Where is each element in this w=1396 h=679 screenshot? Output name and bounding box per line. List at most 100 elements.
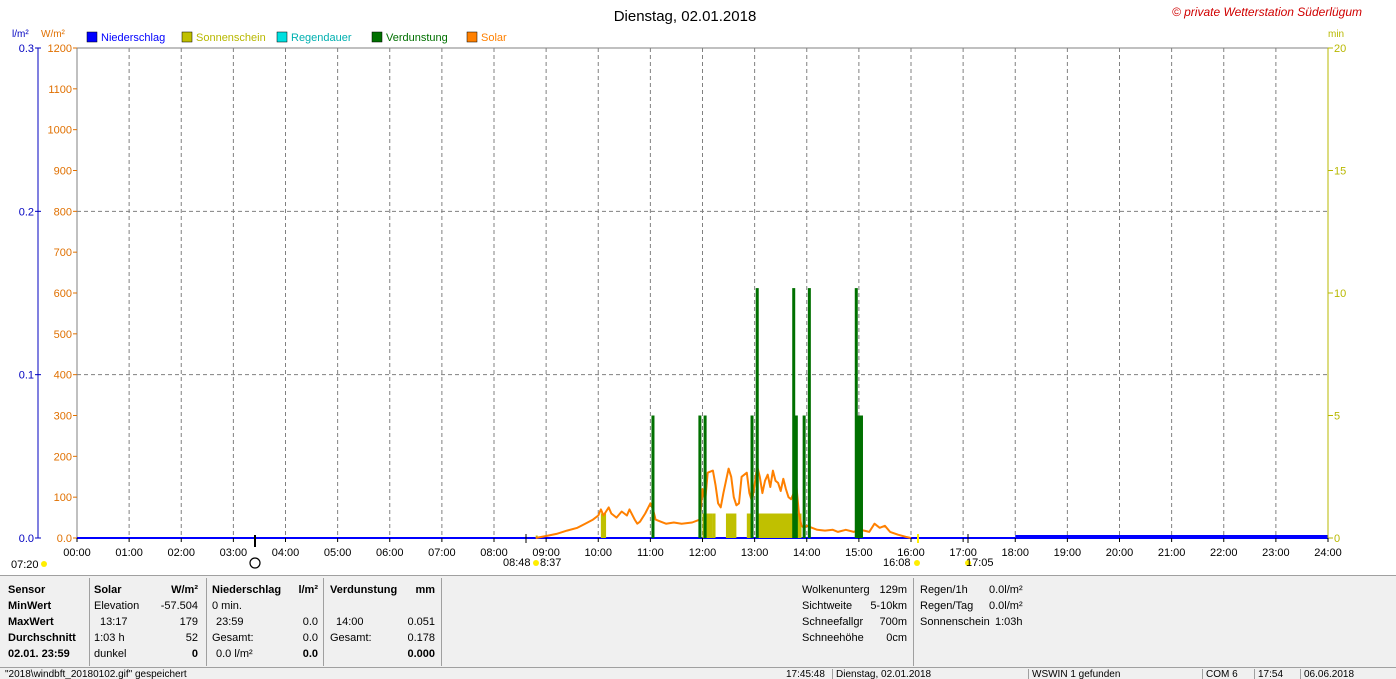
sonnenschein-bar xyxy=(600,513,607,538)
left-axis-2-tick-label: 800 xyxy=(54,206,72,218)
left-axis-2-tick-label: 400 xyxy=(54,370,72,382)
x-axis-tick-label: 20:00 xyxy=(1106,547,1134,559)
x-axis-tick-label: 15:00 xyxy=(845,547,873,559)
x-axis-tick-label: 07:00 xyxy=(428,547,456,559)
solar-max-value: 179 xyxy=(179,616,198,628)
x-axis-tick-label: 08:00 xyxy=(480,547,508,559)
time-a-icon xyxy=(965,560,971,566)
legend-label-regendauer: Regendauer xyxy=(291,32,352,44)
verdunstung-max-value: 0.051 xyxy=(407,616,435,628)
schneehoehe-value: 0cm xyxy=(886,632,907,644)
x-axis-tick-label: 09:00 xyxy=(532,547,560,559)
verdunstung-gesamt-label: Gesamt: xyxy=(330,632,372,644)
x-axis-tick-label: 21:00 xyxy=(1158,547,1186,559)
legend: Niederschlag Sonnenschein Regendauer Verdun… xyxy=(86,31,507,44)
niederschlag-header: Niederschlag xyxy=(212,584,282,596)
x-axis-tick-label: 11:00 xyxy=(637,547,664,559)
partial-time-label: 8:37 xyxy=(540,557,561,569)
status-wswin: WSWIN 1 gefunden xyxy=(1028,669,1120,679)
verdunstung-max-time: 14:00 xyxy=(336,616,364,628)
verdunstung-bar xyxy=(802,415,806,538)
x-axis-tick-label: 23:00 xyxy=(1262,547,1290,559)
legend-label-solar: Solar xyxy=(481,32,507,44)
status-date: Dienstag, 02.01.2018 xyxy=(832,669,931,679)
verdunstung-gesamt-value: 0.178 xyxy=(407,632,435,644)
left-axis-1-tick-label: 0.0 xyxy=(19,533,34,545)
niederschlag-gesamt-value: 0.0 xyxy=(302,632,318,644)
sonnenschein-bar xyxy=(712,513,716,538)
left-axis-2-tick-label: 300 xyxy=(54,411,72,423)
x-axis-tick-label: 19:00 xyxy=(1054,547,1082,559)
sonnenschein-bar xyxy=(535,535,538,538)
left-axis-2-tick-label: 700 xyxy=(54,247,72,259)
chart-title: Dienstag, 02.01.2018 xyxy=(614,8,757,25)
x-axis-tick-label: 06:00 xyxy=(376,547,404,559)
sonnenschein-bar xyxy=(746,513,753,538)
status-com: COM 6 xyxy=(1202,669,1238,679)
left-axis-2-tick-label: 1100 xyxy=(48,84,72,96)
regen-1h-value: 0.0l/m² xyxy=(989,584,1023,596)
status-bar: "2018\windbft_20180102.gif" gespeichert … xyxy=(0,667,1396,679)
verdunstung-bar xyxy=(750,415,754,538)
minwert-label: MinWert xyxy=(8,600,52,612)
verdunstung-bar xyxy=(792,288,796,538)
station-watermark: © private Wetterstation Süderlügum xyxy=(1172,5,1362,19)
left-axis-2-tick-label: 1000 xyxy=(48,125,72,137)
moon-time-label: 07:20 xyxy=(11,559,39,571)
niederschlag-unit: l/m² xyxy=(298,584,318,596)
x-axis-tick-label: 14:00 xyxy=(793,547,821,559)
niederschlag-bar xyxy=(1015,535,1328,539)
solar-unit: W/m² xyxy=(171,584,198,596)
solar-header: Solar xyxy=(94,584,122,596)
niederschlag-last-value: 0.0 xyxy=(302,648,318,660)
verdunstung-header: Verdunstung xyxy=(330,584,398,596)
axes-layer: 0.00.10.20.30.01002003004005006007008009… xyxy=(19,43,1347,559)
status-time: 17:45:48 xyxy=(786,669,825,679)
solar-last-label: dunkel xyxy=(94,648,127,660)
status-file: "2018\windbft_20180102.gif" gespeichert xyxy=(5,669,187,679)
left-axis-1-tick-label: 0.3 xyxy=(19,43,34,55)
right-axis-label: min xyxy=(1328,29,1344,40)
x-axis-tick-label: 12:00 xyxy=(689,547,717,559)
left-axis-2-tick-label: 200 xyxy=(54,451,72,463)
time-a-label: 17:05 xyxy=(966,557,994,569)
chart-grid xyxy=(77,48,1328,538)
solar-avg-label: 1:03 h xyxy=(94,632,125,644)
right-axis-tick-label: 20 xyxy=(1334,43,1346,55)
right-axis-tick-label: 0 xyxy=(1334,533,1340,545)
regen-tag-value: 0.0l/m² xyxy=(989,600,1023,612)
solar-last-value: 0 xyxy=(191,648,198,660)
status-date2: 06.06.2018 xyxy=(1300,669,1354,679)
right-axis-tick-label: 15 xyxy=(1334,166,1346,178)
legend-swatch-sonnenschein xyxy=(181,31,193,43)
x-axis-tick-label: 16:00 xyxy=(897,547,925,559)
sonnenschein-bar xyxy=(702,513,713,538)
sonnenschein-label: Sonnenschein xyxy=(920,616,990,628)
sunrise-label: 08:48 xyxy=(503,557,531,569)
moon-marker-icon xyxy=(41,561,47,567)
x-axis-tick-label: 13:00 xyxy=(741,547,769,559)
x-axis-tick-label: 22:00 xyxy=(1210,547,1238,559)
x-axis-tick-label: 05:00 xyxy=(324,547,352,559)
schneefall-label: Schneefallgr xyxy=(802,616,864,628)
verdunstung-bar xyxy=(807,288,811,538)
left-axis-2-tick-label: 900 xyxy=(54,166,72,178)
maxwert-label: MaxWert xyxy=(8,616,54,628)
verdunstung-bar xyxy=(698,415,702,538)
verdunstung-bar xyxy=(703,415,707,538)
left-axis-1-tick-label: 0.1 xyxy=(19,370,34,382)
niederschlag-max-time: 23:59 xyxy=(216,616,244,628)
last-timestamp: 02.01. 23:59 xyxy=(8,648,70,660)
x-axis-tick-label: 10:00 xyxy=(584,547,612,559)
sicht-label: Sichtweite xyxy=(802,600,853,612)
legend-swatch-niederschlag xyxy=(86,31,98,43)
left-axis-2-tick-label: 100 xyxy=(54,492,72,504)
schneehoehe-label: Schneehöhe xyxy=(802,632,864,644)
left-axis-2-label: W/m² xyxy=(41,29,66,40)
verdunstung-bar xyxy=(794,415,798,538)
x-axis-tick-label: 04:00 xyxy=(272,547,300,559)
weather-chart: 0.00.10.20.30.01002003004005006007008009… xyxy=(11,5,1362,571)
solar-min-label: Elevation xyxy=(94,600,140,612)
moon-phase-icon xyxy=(249,557,261,569)
legend-label-niederschlag: Niederschlag xyxy=(101,32,165,44)
